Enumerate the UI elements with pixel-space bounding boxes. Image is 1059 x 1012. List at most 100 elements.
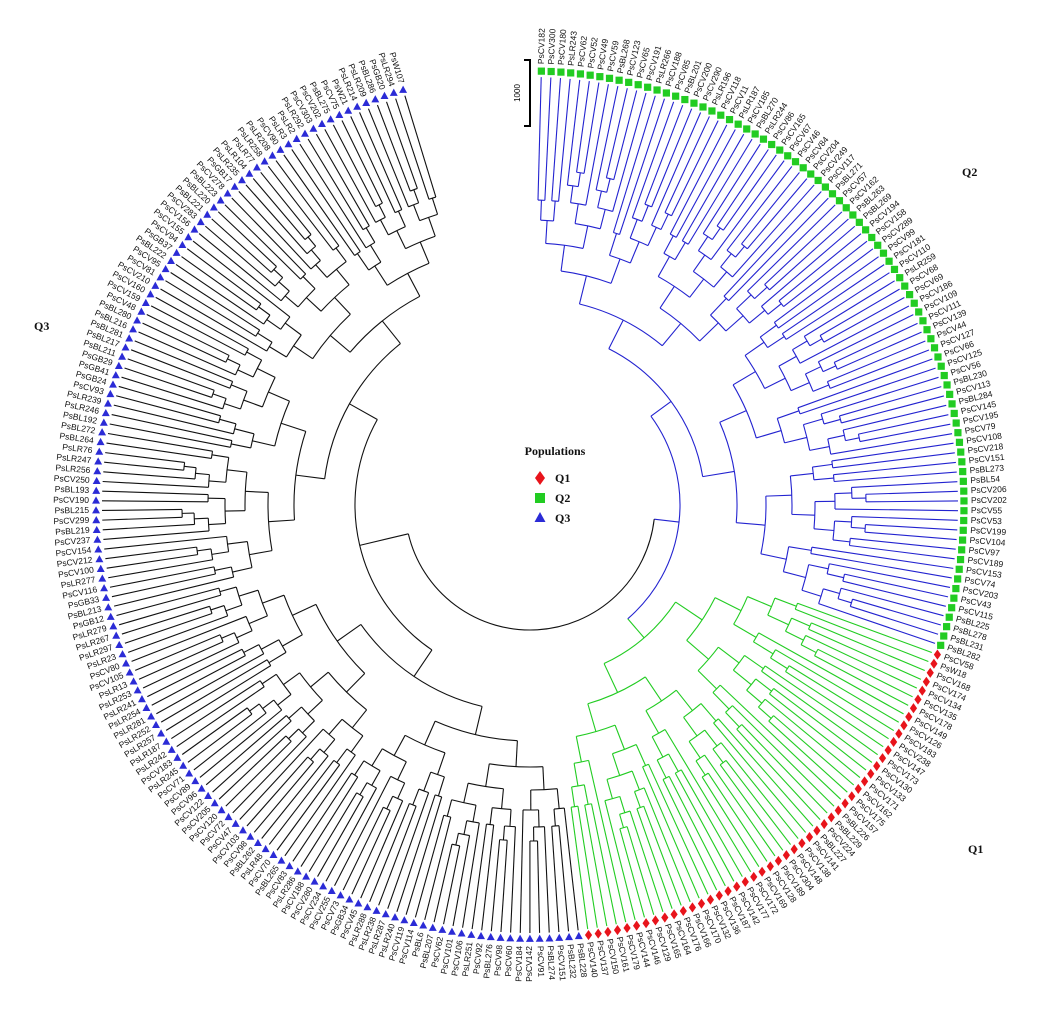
marker-square (959, 467, 967, 476)
branch (841, 395, 945, 424)
marker-triangle (457, 929, 466, 937)
marker-triangle (318, 119, 326, 127)
branch (647, 227, 657, 246)
marker-triangle (133, 686, 142, 694)
branch (823, 418, 841, 425)
branch-arc (304, 234, 312, 240)
marker-triangle (129, 325, 138, 333)
branch (608, 319, 624, 349)
marker-triangle (92, 516, 101, 524)
branch (839, 386, 942, 417)
branch (102, 508, 183, 512)
branch (820, 376, 939, 415)
marker-square (634, 81, 642, 89)
marker-triangle (196, 217, 205, 226)
marker-square (653, 86, 661, 94)
branch (704, 729, 718, 747)
branch (659, 286, 675, 309)
branch-arc (669, 233, 677, 238)
branch (407, 273, 421, 297)
branch (566, 79, 581, 186)
branch (424, 720, 436, 746)
branch (795, 608, 929, 663)
branch (543, 826, 550, 933)
marker-triangle (104, 399, 112, 407)
marker-triangle (204, 791, 213, 799)
marker-triangle (118, 352, 127, 360)
branch (243, 644, 260, 653)
branch (134, 340, 233, 383)
marker-diamond (758, 866, 766, 877)
branch (224, 204, 301, 280)
branch-arc (571, 784, 585, 788)
marker-triangle (129, 677, 138, 685)
branch-arc (584, 803, 592, 806)
branch (225, 741, 292, 807)
branch-arc (857, 433, 861, 442)
marker-square (952, 419, 960, 427)
branch (758, 706, 772, 719)
branch (210, 605, 225, 611)
branch (619, 828, 645, 918)
marker-square (725, 115, 734, 124)
branch (733, 623, 757, 638)
branch (842, 580, 946, 607)
branch-arc (351, 772, 358, 778)
branch (378, 806, 417, 906)
leaf-label: PsCV206 (971, 484, 1007, 495)
branch-arc (864, 524, 866, 533)
branch-arc (785, 665, 790, 672)
branch (801, 589, 822, 597)
branch (712, 692, 730, 710)
branch (746, 689, 763, 704)
branch (764, 698, 861, 779)
marker-triangle (101, 408, 110, 417)
leaf-label: PsCV140 (585, 941, 600, 978)
branch (799, 305, 910, 364)
marker-triangle (96, 564, 105, 572)
marker-square (835, 197, 844, 205)
branch (732, 705, 835, 807)
branch (717, 718, 814, 827)
branch (790, 382, 810, 392)
branch (832, 539, 850, 543)
branch-arc (741, 243, 748, 250)
branch (471, 823, 487, 930)
legend-label: Q2 (555, 491, 570, 505)
branch-arc (697, 646, 719, 672)
branch-arc (644, 203, 652, 208)
branch (710, 298, 727, 316)
branch (305, 297, 322, 312)
branch (613, 90, 638, 180)
branch (307, 236, 317, 247)
branch (829, 563, 951, 588)
branch-arc (636, 805, 644, 810)
marker-triangle (93, 467, 102, 475)
branch (193, 712, 267, 771)
branch (118, 385, 221, 417)
marker-triangle (419, 921, 428, 929)
marker-square (945, 613, 953, 621)
branch (227, 540, 248, 545)
marker-triangle (261, 844, 270, 853)
marker-triangle (409, 918, 418, 927)
branch-arc (842, 429, 847, 441)
branch (268, 391, 290, 402)
branch (257, 367, 276, 378)
branch (713, 271, 728, 288)
branch-arc (579, 303, 663, 347)
branch-arc (540, 219, 554, 222)
branch-arc (832, 521, 836, 540)
marker-triangle (223, 189, 232, 197)
marker-triangle (179, 761, 188, 769)
marker-square (905, 291, 914, 299)
marker-triangle (345, 895, 354, 903)
branch (744, 341, 765, 356)
marker-triangle (335, 110, 344, 118)
branch (843, 404, 947, 431)
branch (109, 566, 215, 588)
marker-diamond (584, 929, 593, 941)
marker-triangle (362, 98, 371, 106)
branch (138, 331, 236, 376)
branch (809, 338, 823, 347)
